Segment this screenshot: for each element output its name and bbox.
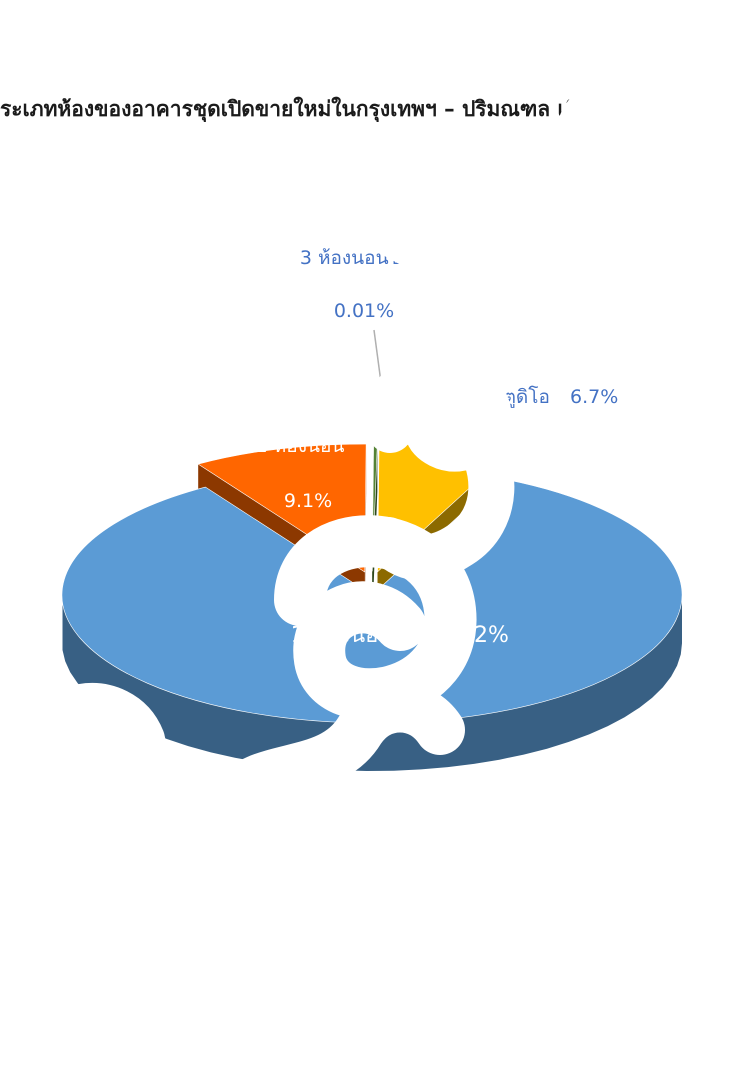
label-1-bedroom-name: 1 ห้องนอน <box>291 623 394 648</box>
label-studio-name: สตูดิโอ <box>492 385 550 408</box>
pie-slice-1-bedroom <box>61 478 683 724</box>
chart-title: ระเภทห้องของอาคารชุดเปิดขายใหม่ในกรุงเทพ… <box>0 97 579 121</box>
label-1-bedroom-value: 84.2% <box>439 623 509 648</box>
label-2-bedroom-name: 2 ห้องนอน <box>256 435 345 457</box>
label-2-bedroom-value: 9.1% <box>284 490 332 512</box>
leader-line-studio <box>455 395 489 419</box>
label-3-bedroom-name: 3 ห้องนอนขึ้นไป <box>300 244 436 269</box>
label-3-bedroom-value: 0.01% <box>334 300 394 322</box>
label-studio-value: 6.7% <box>570 386 618 408</box>
pie-slices-group <box>61 443 683 771</box>
leader-line-3-bedroom <box>373 329 387 421</box>
